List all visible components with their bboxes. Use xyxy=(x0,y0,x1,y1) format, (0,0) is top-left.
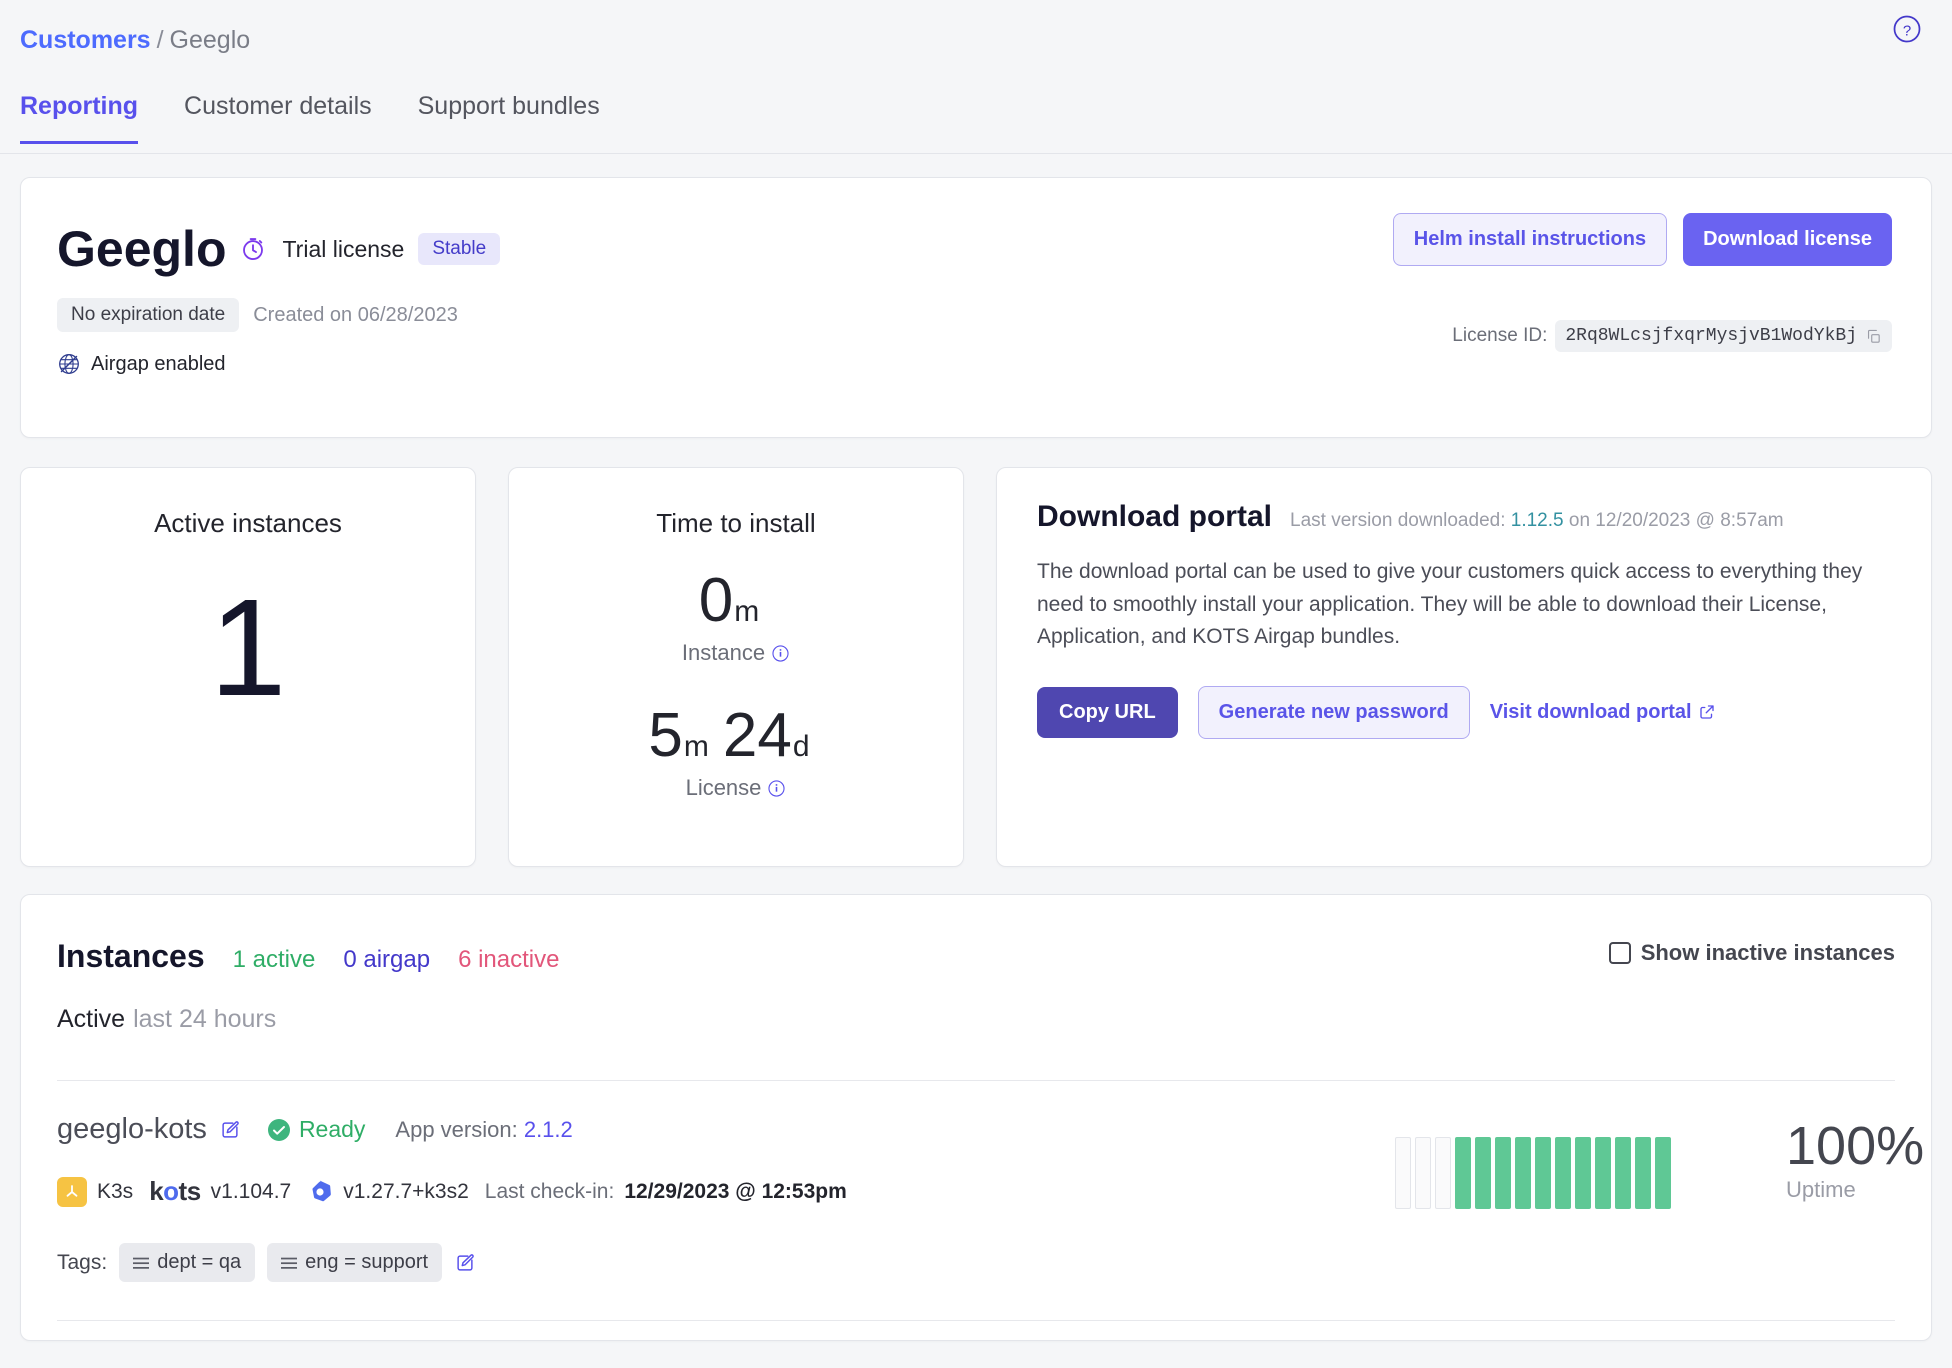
svg-text:?: ? xyxy=(1903,22,1911,39)
